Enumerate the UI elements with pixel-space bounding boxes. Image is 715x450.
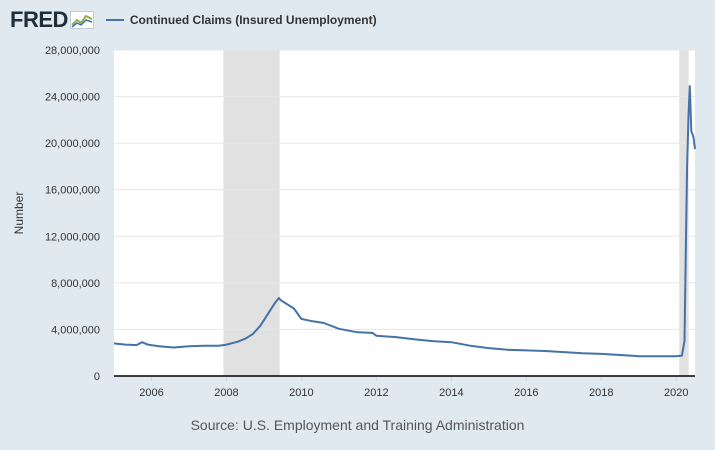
source-note: Source: U.S. Employment and Training Adm…	[190, 417, 525, 433]
y-tick-label: 24,000,000	[45, 92, 100, 104]
y-axis-label: Number	[12, 192, 26, 235]
chart-line-icon	[69, 11, 94, 29]
y-tick-label: 16,000,000	[45, 185, 100, 197]
x-tick-label: 2012	[364, 387, 388, 399]
x-tick-label: 2008	[214, 387, 238, 399]
recession-band-1	[223, 50, 280, 376]
series-line-1[interactable]	[113, 85, 696, 358]
y-tick-label: 8,000,000	[51, 278, 100, 290]
axes: 0 4,000,000 8,000,000 12,000,000 16,000,000 2…	[12, 45, 695, 399]
plot-background	[114, 50, 695, 376]
x-tick-label: 2018	[589, 387, 613, 399]
x-tick-label: 2006	[139, 387, 163, 399]
x-tick-label: 2014	[439, 387, 463, 399]
legend-label: Continued Claims (Insured Unemployment)	[129, 13, 377, 27]
recession-shading	[223, 50, 689, 376]
y-tick-label: 20,000,000	[45, 138, 100, 150]
y-tick-label: 4,000,000	[51, 324, 100, 336]
x-tick-label: 2016	[514, 387, 538, 399]
y-tick-label: 28,000,000	[45, 45, 100, 57]
y-tick-label: 0	[94, 371, 100, 383]
legend-swatch	[105, 19, 124, 21]
x-tick-label: 2020	[664, 387, 688, 399]
y-tick-label: 12,000,000	[45, 231, 100, 243]
legend[interactable]: Continued Claims (Insured Unemployment)	[105, 13, 377, 27]
recession-band-2	[679, 50, 689, 376]
fred-logo[interactable]: FRED	[10, 7, 94, 33]
fred-logo-text: FRED	[10, 7, 68, 32]
grid-lines	[114, 49, 695, 330]
series-layer	[113, 85, 696, 358]
x-tick-label: 2010	[289, 387, 313, 399]
chart-header: FRED Continued Claims (Insured Unemploym…	[10, 6, 377, 34]
